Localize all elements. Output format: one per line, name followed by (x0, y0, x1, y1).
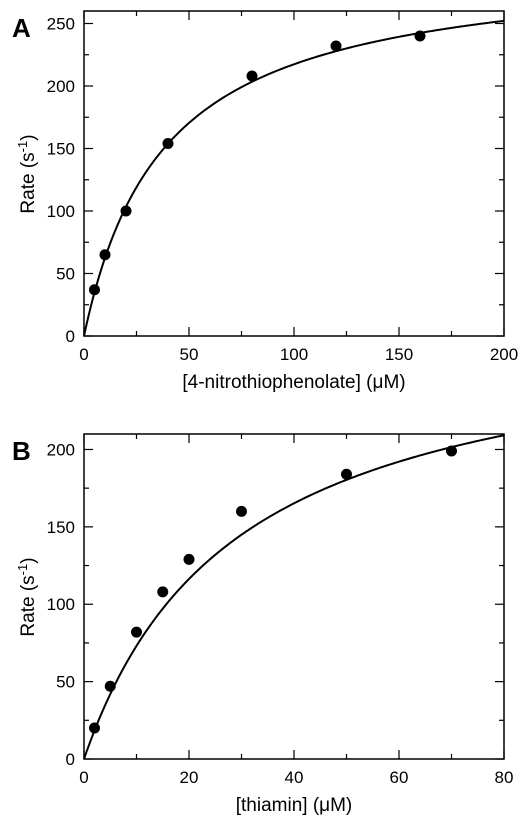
x-tick-label: 80 (495, 768, 514, 787)
y-axis-label: Rate (s-1) (15, 557, 39, 636)
y-axis-label-superscript: -1 (15, 564, 30, 576)
data-point (236, 505, 247, 517)
plot-frame (83, 433, 505, 760)
data-point (162, 138, 174, 149)
x-tick-label: 40 (285, 768, 304, 787)
data-point (157, 586, 169, 598)
y-tick-label: 150 (47, 518, 75, 537)
y-axis-label: Rate (s-1) (15, 134, 39, 213)
x-tick-label: 200 (490, 345, 518, 364)
data-point (446, 445, 457, 457)
fit-curve (83, 434, 505, 760)
data-point (330, 40, 342, 52)
y-axis-label-end: ) (18, 557, 39, 563)
x-axis-label: [thiamin] (μM) (236, 795, 353, 816)
panel-a: A 0 50 100 150 200 0 50 100 150 200 250 [4-nitrothio… (12, 10, 518, 393)
y-axis-label-superscript: -1 (15, 141, 30, 153)
y-axis-label-end: ) (18, 134, 39, 140)
data-point (131, 626, 142, 638)
y-tick-label: 200 (47, 440, 75, 459)
y-tick-label: 50 (56, 265, 75, 284)
panel-label: A (12, 13, 31, 43)
data-point (341, 468, 352, 480)
y-tick-label: 0 (66, 327, 75, 346)
data-point (104, 680, 116, 692)
x-tick-label: 20 (180, 768, 199, 787)
panel-label: B (12, 436, 31, 466)
data-point (89, 722, 100, 734)
x-tick-label: 60 (390, 768, 409, 787)
y-tick-label: 0 (66, 750, 75, 769)
x-tick-label: 50 (180, 345, 199, 364)
x-tick-label: 0 (79, 768, 88, 787)
x-tick-label: 100 (280, 345, 308, 364)
fit-curve (83, 19, 505, 337)
y-tick-label: 200 (47, 77, 75, 96)
data-point (89, 284, 100, 296)
y-axis-label-main: Rate (s (18, 152, 39, 213)
x-tick-label: 0 (79, 345, 88, 364)
y-tick-label: 100 (47, 202, 75, 221)
data-point (414, 30, 426, 42)
y-tick-label: 250 (47, 15, 75, 34)
y-tick-label: 100 (47, 595, 75, 614)
y-axis-label-main: Rate (s (18, 575, 39, 636)
data-point (246, 70, 258, 82)
y-tick-label: 150 (47, 140, 75, 159)
panel-b: B 0 20 40 60 80 0 50 100 150 200 [thiamin] (μM) Rate… (12, 433, 514, 816)
x-tick-label: 150 (385, 345, 413, 364)
x-axis-label: [4-nitrothiophenolate] (μM) (182, 372, 405, 393)
data-point (120, 205, 132, 217)
y-tick-label: 50 (56, 673, 75, 692)
data-point (183, 553, 195, 565)
plot-frame (83, 10, 505, 337)
data-point (99, 249, 111, 261)
